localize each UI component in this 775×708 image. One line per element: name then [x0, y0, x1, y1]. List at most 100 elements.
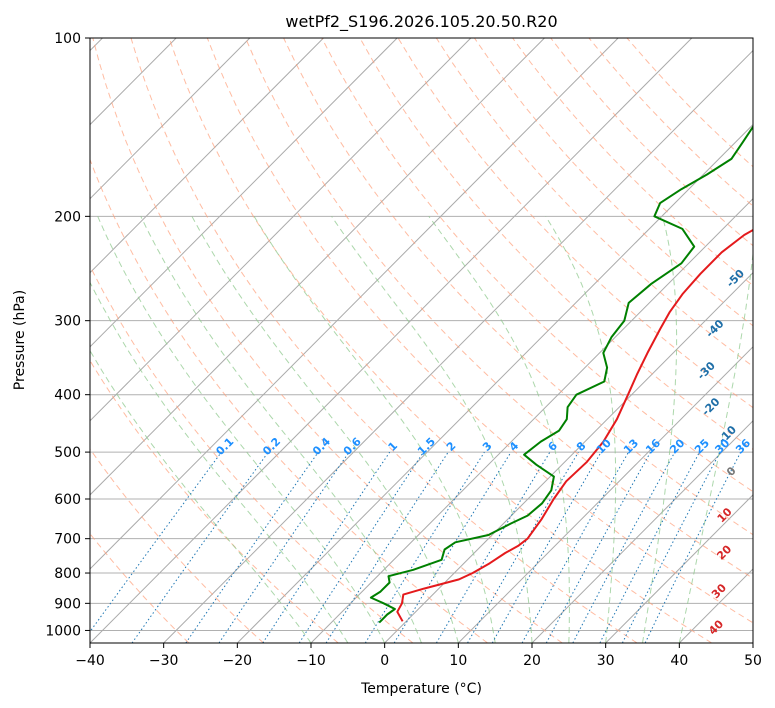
mixing-ratio-line	[364, 451, 485, 643]
moist-adiabat-line	[642, 216, 678, 643]
y-tick-label: 500	[54, 445, 81, 461]
x-tick-label: 20	[523, 653, 541, 669]
dry-adiabat-label: -50	[724, 267, 747, 290]
isotherm-line	[90, 38, 693, 643]
mixing-ratio-line	[90, 451, 222, 633]
mixing-ratio-label: 1.5	[415, 435, 438, 458]
isotherm-line	[90, 38, 545, 496]
dry-adiabat-line	[588, 38, 753, 207]
moist-adiabat-label: 0	[724, 464, 739, 479]
y-axis-label: Pressure (hPa)	[12, 290, 28, 390]
plot-frame	[89, 37, 754, 644]
mixing-ratio-label: 25	[692, 437, 712, 457]
dry-adiabat-line	[321, 38, 753, 493]
y-tick-label: 700	[54, 532, 81, 548]
mixing-ratio-line	[185, 451, 319, 643]
dry-adiabat-line	[90, 264, 414, 643]
dry-adiabat-label: -60	[748, 217, 771, 240]
y-tick-label: 600	[54, 492, 81, 508]
moist-adiabat-line	[191, 216, 459, 643]
moist-adiabat-line	[90, 349, 312, 643]
mixing-ratio-line	[393, 451, 512, 643]
dry-adiabat-line	[473, 38, 753, 327]
moist-adiabat-label: 20	[714, 542, 734, 562]
isotherm-line	[236, 123, 753, 643]
dry-adiabat-line	[90, 359, 339, 643]
isotherm-line	[384, 272, 753, 643]
x-tick-label: 0	[380, 653, 389, 669]
mixing-ratio-label: 0.1	[213, 435, 236, 458]
x-tick-label: 30	[597, 653, 615, 669]
moist-adiabat-label: 10	[715, 505, 735, 525]
y-tick-label: 900	[54, 596, 81, 612]
isotherm-line	[531, 420, 753, 643]
mixing-ratio-line	[521, 451, 629, 643]
mixing-ratio-line	[435, 451, 551, 643]
temperature-profile	[396, 228, 753, 622]
chart-title: wetPf2_S196.2026.105.20.50.R20	[285, 12, 557, 32]
mixing-ratio-line	[325, 451, 449, 643]
mixing-ratio-label: 10	[594, 436, 614, 456]
mixing-ratio-label: 36	[733, 436, 753, 456]
isotherm-line	[457, 346, 753, 643]
sounding-lines	[369, 125, 753, 624]
mixing-ratio-line	[298, 451, 424, 643]
mixing-ratio-line	[572, 451, 676, 643]
mixing-ratio-line	[644, 451, 742, 643]
dry-adiabat-line	[168, 38, 712, 643]
isotherm-line	[90, 38, 472, 422]
x-tick-label: 40	[670, 653, 688, 669]
isotherm-line	[605, 494, 753, 643]
x-tick-label: −20	[223, 653, 253, 669]
y-tick-label: 800	[54, 566, 81, 582]
dry-adiabat-line	[550, 38, 753, 247]
mixing-ratio-label: 0.2	[260, 435, 283, 458]
dry-adiabat-line	[90, 532, 190, 643]
dry-adiabat-line	[90, 158, 488, 643]
y-tick-label: 200	[54, 209, 81, 225]
x-axis-label: Temperature (°C)	[360, 681, 482, 697]
y-tick-label: 1000	[45, 623, 81, 639]
moist-adiabat-line	[97, 216, 386, 643]
dry-adiabat-line	[283, 38, 753, 536]
mixing-ratio-line	[599, 451, 700, 643]
line-labels: -100-90-80-70-60-50-40-30-20-10010203040…	[213, 170, 775, 638]
isotherm-line	[90, 38, 398, 348]
isotherm-line	[163, 49, 753, 643]
background-lines	[90, 38, 753, 643]
dry-adiabat-line	[130, 38, 638, 643]
dry-adiabat-line	[90, 448, 264, 643]
y-tick-label: 400	[54, 388, 81, 404]
mixing-ratio-label: 0.4	[310, 435, 333, 458]
moist-adiabat-label: 40	[706, 617, 726, 637]
dry-adiabat-label: -20	[699, 395, 722, 418]
moist-adiabat-line	[331, 216, 533, 643]
y-tick-label: 100	[54, 31, 81, 47]
x-tick-label: −10	[296, 653, 326, 669]
moist-adiabat-line	[428, 216, 570, 643]
mixing-ratio-line	[621, 451, 721, 643]
moist-adiabat-label: 30	[709, 581, 729, 601]
moist-adiabat-line	[678, 249, 753, 643]
isotherm-line	[90, 38, 251, 200]
x-tick-label: 50	[744, 653, 762, 669]
dry-adiabat-line	[206, 38, 753, 624]
axes: −40 −30 −20 −10 0 10 20 30 40 5010009008007006005…	[45, 31, 762, 669]
mixing-ratio-line	[262, 451, 391, 643]
dry-adiabat-line	[512, 38, 753, 287]
dry-adiabat-label: -70	[761, 170, 775, 193]
mixing-ratio-line	[131, 451, 269, 643]
x-tick-label: −30	[149, 653, 179, 669]
mixing-ratio-line	[218, 451, 350, 643]
x-tick-label: 10	[449, 653, 467, 669]
isotherm-line	[90, 38, 324, 274]
mixing-ratio-line	[545, 451, 652, 643]
y-tick-label: 300	[54, 314, 81, 330]
mixing-ratio-label: 20	[667, 436, 687, 456]
dry-adiabat-label: -30	[695, 359, 718, 382]
moist-adiabat-line	[140, 216, 422, 643]
dewpoint-profile	[369, 125, 753, 624]
dry-adiabat-line	[435, 38, 753, 368]
x-tick-label: −40	[75, 653, 105, 669]
